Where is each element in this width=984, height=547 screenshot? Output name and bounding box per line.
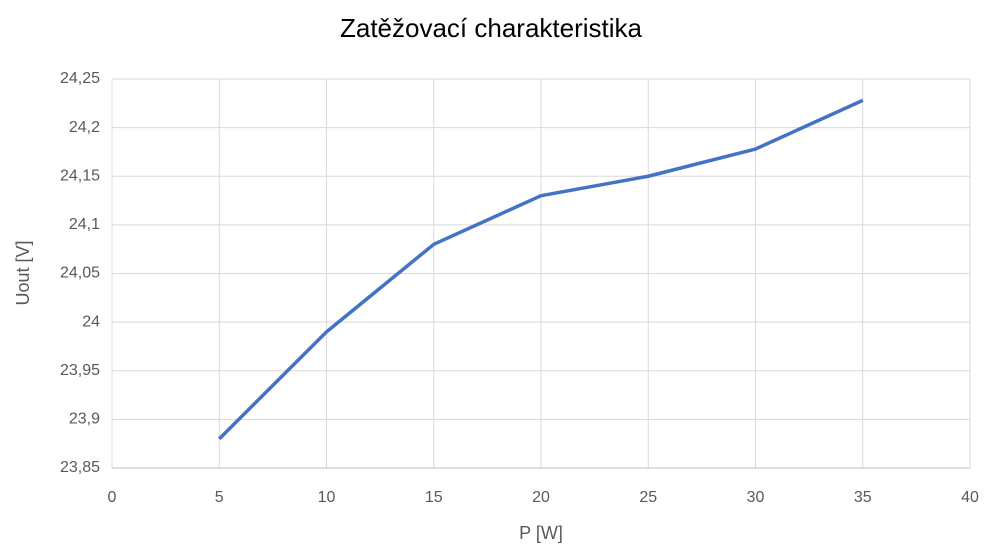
x-tick-label: 10: [318, 489, 336, 506]
data-line: [218, 98, 864, 441]
x-tick-label: 0: [108, 489, 117, 506]
y-tick-label: 23,95: [60, 362, 100, 379]
y-axis-label: Uout [V]: [13, 240, 33, 305]
y-tick-label: 24: [82, 313, 100, 330]
y-tick-label: 24,2: [69, 119, 100, 136]
x-tick-label: 5: [215, 489, 224, 506]
y-tick-label: 24,15: [60, 167, 100, 184]
x-tick-label: 15: [425, 489, 443, 506]
y-tick-label: 24,1: [69, 216, 100, 233]
x-tick-label: 30: [747, 489, 765, 506]
x-tick-label: 25: [639, 489, 657, 506]
y-tick-label: 24,25: [60, 70, 100, 87]
x-tick-label: 20: [532, 489, 550, 506]
x-axis-label: P [W]: [519, 523, 563, 543]
y-tick-label: 23,85: [60, 459, 100, 476]
y-tick-label: 24,05: [60, 265, 100, 282]
chart-title: Zatěžovací charakteristika: [340, 13, 643, 43]
y-tick-label: 23,9: [69, 411, 100, 428]
x-tick-label: 40: [961, 489, 979, 506]
x-tick-label: 35: [854, 489, 872, 506]
